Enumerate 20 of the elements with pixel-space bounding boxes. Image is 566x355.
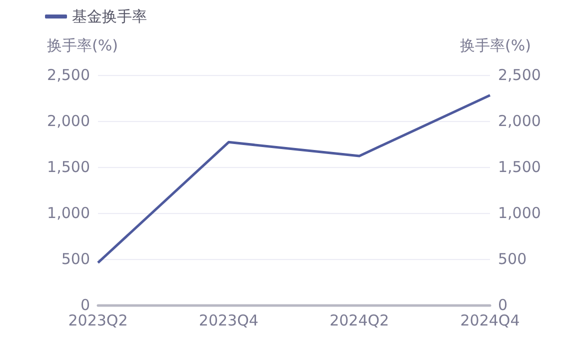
x-tick-label: 2024Q4 — [460, 312, 520, 330]
y-axis-title: 换手率(%) — [47, 36, 118, 54]
legend-label: 基金换手率 — [72, 8, 147, 26]
y2-tick-label: 2,000 — [498, 112, 541, 130]
y-tick-label: 1,000 — [47, 204, 90, 222]
y2-tick-label: 1,000 — [498, 204, 541, 222]
y-tick-label: 2,500 — [47, 66, 90, 84]
x-tick-label: 2023Q2 — [68, 312, 128, 330]
x-tick-label: 2024Q2 — [330, 312, 390, 330]
y2-axis-title: 换手率(%) — [460, 36, 531, 54]
line-series — [96, 94, 492, 264]
y-tick-label: 0 — [80, 296, 90, 314]
y-tick-label: 2,000 — [47, 112, 90, 130]
y2-tick-label: 2,500 — [498, 66, 541, 84]
y-tick-label: 1,500 — [47, 158, 90, 176]
y-tick-label: 500 — [61, 250, 90, 268]
y2-tick-label: 0 — [498, 296, 508, 314]
y2-tick-label: 500 — [498, 250, 527, 268]
y2-tick-label: 1,500 — [498, 158, 541, 176]
x-tick-label: 2023Q4 — [198, 312, 258, 330]
